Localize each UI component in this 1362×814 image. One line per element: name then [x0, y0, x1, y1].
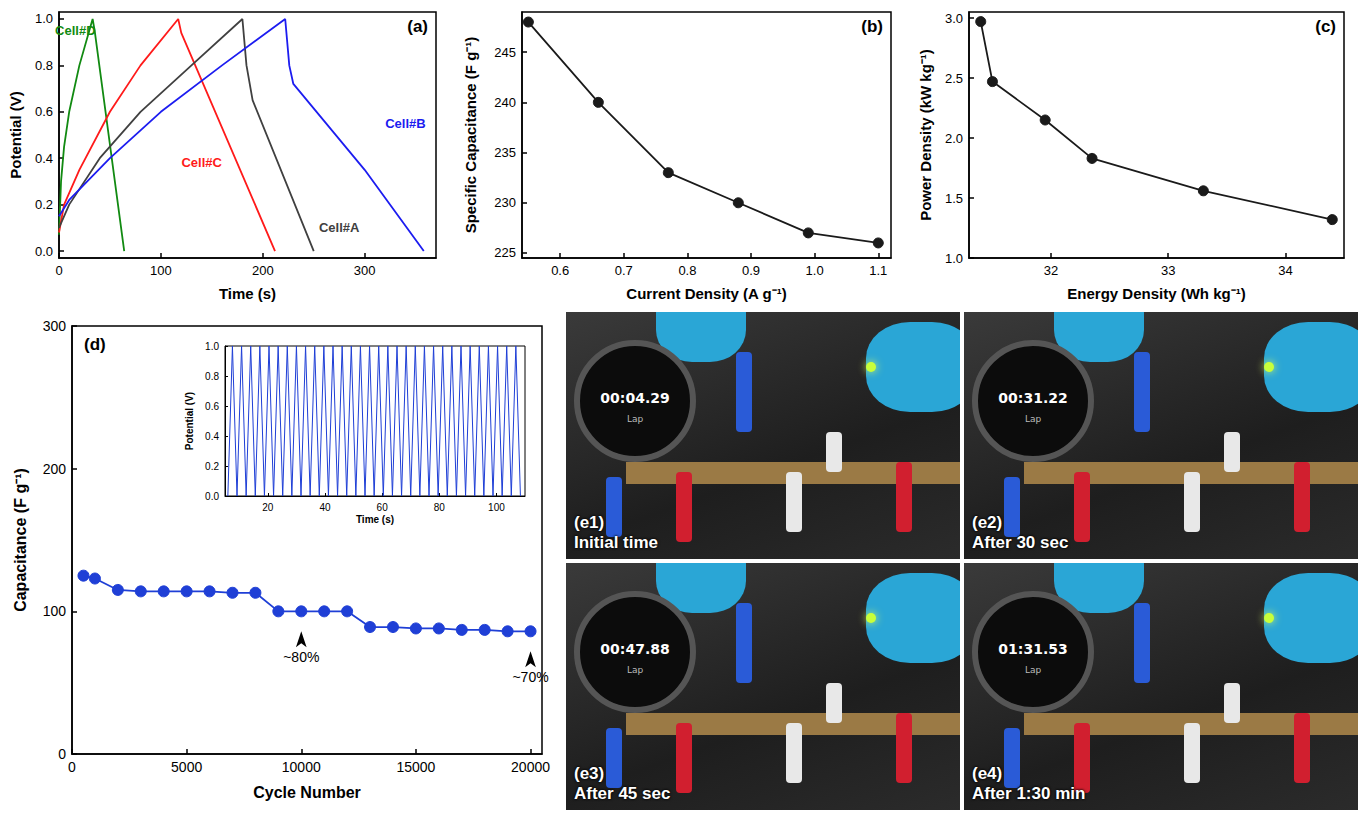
html-text:After 1:30 min: After 1:30 min [972, 784, 1086, 803]
svg-text:200: 200 [43, 461, 67, 477]
svg-text:Cell#B: Cell#B [385, 116, 425, 131]
svg-text:(c): (c) [1315, 17, 1336, 36]
svg-text:230: 230 [494, 195, 516, 210]
svg-text:Cell#C: Cell#C [181, 155, 222, 170]
svg-text:1.0: 1.0 [945, 251, 963, 266]
svg-text:(a): (a) [407, 17, 428, 36]
svg-text:5000: 5000 [171, 759, 202, 775]
svg-text:Potential (V): Potential (V) [184, 392, 195, 450]
svg-text:~70%: ~70% [512, 669, 548, 685]
svg-text:0.6: 0.6 [551, 263, 569, 278]
svg-text:0: 0 [68, 759, 76, 775]
svg-text:0.7: 0.7 [615, 263, 633, 278]
html-text:00:04.29: 00:04.29 [600, 390, 670, 406]
svg-text:Time (s): Time (s) [356, 514, 394, 525]
svg-text:0.4: 0.4 [205, 431, 219, 442]
svg-text:40: 40 [319, 502, 331, 513]
svg-text:1.0: 1.0 [205, 341, 219, 352]
html-text:(e4): (e4) [972, 764, 1003, 783]
html-text:Lap: Lap [626, 414, 644, 424]
svg-text:60: 60 [377, 502, 389, 513]
svg-text:80: 80 [434, 502, 446, 513]
svg-text:Energy Density (Wh kg⁻¹): Energy Density (Wh kg⁻¹) [1067, 285, 1245, 302]
svg-text:Time (s): Time (s) [219, 285, 276, 302]
svg-text:100: 100 [43, 603, 67, 619]
html-text:Initial time: Initial time [574, 533, 659, 552]
html-text:00:31.22: 00:31.22 [998, 390, 1068, 406]
html-text:(e2): (e2) [972, 513, 1003, 532]
svg-text:33: 33 [1161, 263, 1175, 278]
svg-text:~80%: ~80% [283, 649, 319, 665]
svg-text:20: 20 [262, 502, 274, 513]
svg-text:200: 200 [252, 263, 274, 278]
svg-text:10000: 10000 [282, 759, 321, 775]
html-text:After 30 sec: After 30 sec [972, 533, 1069, 552]
svg-text:1.0: 1.0 [806, 263, 824, 278]
svg-text:300: 300 [43, 318, 67, 334]
svg-text:0: 0 [58, 746, 66, 762]
svg-text:0.8: 0.8 [678, 263, 696, 278]
svg-text:15000: 15000 [396, 759, 435, 775]
html-text:(e1): (e1) [574, 513, 605, 532]
svg-text:0.6: 0.6 [35, 104, 53, 119]
svg-text:0.2: 0.2 [205, 461, 219, 472]
svg-text:(d): (d) [84, 335, 106, 354]
svg-text:245: 245 [494, 45, 516, 60]
svg-text:0.9: 0.9 [742, 263, 760, 278]
svg-text:0.0: 0.0 [35, 244, 53, 259]
html-text:After 45 sec: After 45 sec [574, 784, 671, 803]
svg-text:0: 0 [55, 263, 62, 278]
svg-text:1.5: 1.5 [945, 191, 963, 206]
svg-text:1.0: 1.0 [35, 11, 53, 26]
svg-text:Specific Capacitance (F g⁻¹): Specific Capacitance (F g⁻¹) [462, 37, 479, 234]
svg-text:2.0: 2.0 [945, 131, 963, 146]
html-text:Lap: Lap [1024, 414, 1042, 424]
svg-text:Capacitance (F g⁻¹): Capacitance (F g⁻¹) [12, 468, 29, 612]
svg-text:Current Density (A g⁻¹): Current Density (A g⁻¹) [626, 285, 786, 302]
svg-text:225: 225 [494, 245, 516, 260]
svg-text:Cell#A: Cell#A [319, 220, 360, 235]
svg-text:Cell#D: Cell#D [55, 23, 95, 38]
svg-text:0.8: 0.8 [35, 58, 53, 73]
svg-text:0.8: 0.8 [205, 371, 219, 382]
svg-text:Potential (V): Potential (V) [7, 91, 24, 179]
svg-text:240: 240 [494, 95, 516, 110]
html-text:01:31.53: 01:31.53 [998, 641, 1068, 657]
html-text:Lap: Lap [1024, 665, 1042, 675]
svg-text:2.5: 2.5 [945, 71, 963, 86]
html-text:00:47.88: 00:47.88 [600, 641, 670, 657]
svg-text:34: 34 [1278, 263, 1292, 278]
svg-text:1.1: 1.1 [869, 263, 887, 278]
svg-text:(b): (b) [861, 17, 883, 36]
svg-text:0.4: 0.4 [35, 151, 53, 166]
html-text:Lap: Lap [626, 665, 644, 675]
svg-text:235: 235 [494, 145, 516, 160]
html-text:(e3): (e3) [574, 764, 605, 783]
svg-text:100: 100 [488, 502, 505, 513]
svg-text:Power Density (kW kg⁻¹): Power Density (kW kg⁻¹) [917, 49, 934, 221]
svg-text:100: 100 [150, 263, 172, 278]
svg-text:300: 300 [354, 263, 376, 278]
svg-text:0.2: 0.2 [35, 197, 53, 212]
svg-text:20000: 20000 [511, 759, 550, 775]
svg-text:3.0: 3.0 [945, 11, 963, 26]
svg-text:32: 32 [1044, 263, 1058, 278]
svg-text:0.6: 0.6 [205, 401, 219, 412]
svg-text:0.0: 0.0 [205, 491, 219, 502]
svg-text:Cycle Number: Cycle Number [253, 784, 361, 801]
